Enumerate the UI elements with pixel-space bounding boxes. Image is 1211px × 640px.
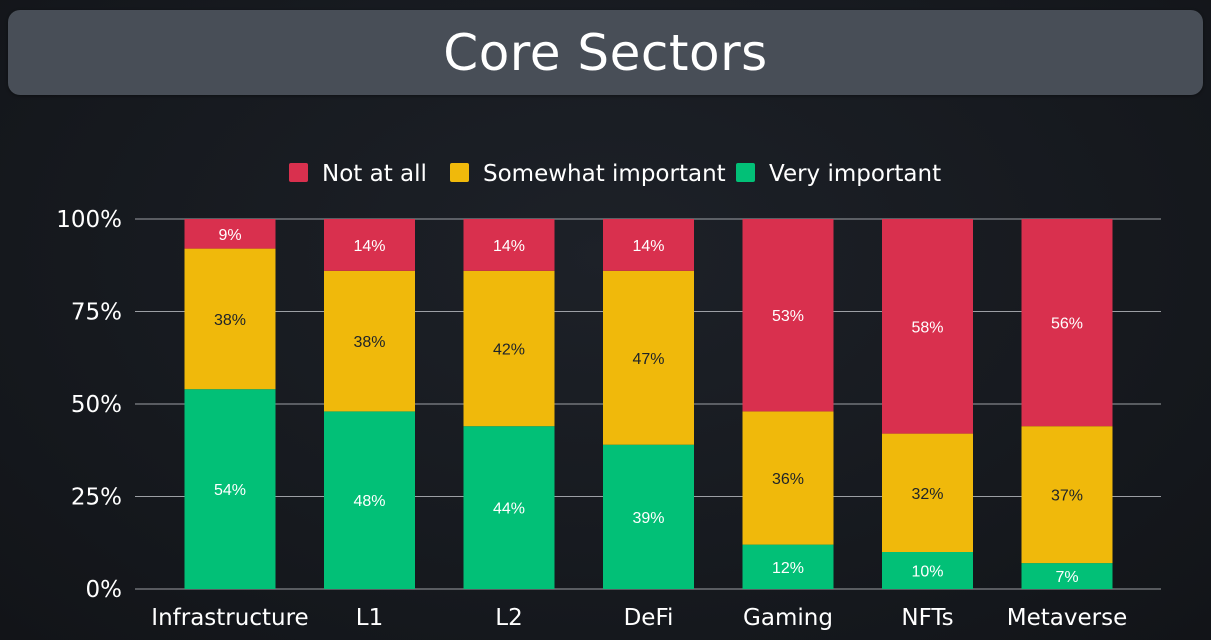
bar-defi-somewhat-important: [603, 270, 694, 445]
data-label: 14%: [632, 238, 664, 255]
y-tick-label: 100%: [56, 207, 122, 233]
data-label: 14%: [353, 238, 385, 255]
legend-swatch-very-important: [736, 163, 755, 182]
x-tick-label: DeFi: [624, 605, 674, 631]
bar-nfts-not-at-all: [882, 219, 973, 434]
title-banner: Core Sectors: [8, 10, 1203, 95]
y-tick-label: 75%: [71, 300, 122, 326]
x-tick-label: Infrastructure: [151, 605, 308, 631]
bar-l1-not-at-all: [324, 219, 415, 271]
bar-l2-somewhat-important: [463, 270, 555, 427]
bar-gaming-very-important: [742, 544, 834, 589]
data-label: 38%: [214, 312, 246, 329]
bar-l2-very-important: [463, 426, 555, 589]
bar-defi-very-important: [603, 444, 694, 589]
bar-metaverse-somewhat-important: [1021, 426, 1113, 564]
bar-gaming-not-at-all: [742, 219, 834, 412]
data-label: 47%: [632, 351, 664, 368]
x-tick-label: L1: [356, 605, 383, 631]
x-tick-label: Gaming: [743, 605, 833, 631]
legend: Not at all Somewhat important Very importa…: [289, 161, 941, 187]
y-tick-label: 25%: [71, 485, 122, 511]
bar-l1-very-important: [324, 411, 415, 589]
chart-title: Core Sectors: [443, 23, 768, 82]
data-label: 42%: [493, 342, 525, 359]
axis-ticks: 0% 25% 50% 75% 100% Infrastructure L1 L2 DeFi Gam…: [56, 207, 1127, 631]
legend-label: Somewhat important: [483, 161, 726, 187]
data-label: 48%: [353, 493, 385, 510]
data-label: 12%: [772, 560, 804, 577]
y-tick-label: 50%: [71, 392, 122, 418]
data-label: 7%: [1055, 569, 1078, 586]
bar-nfts-somewhat-important: [882, 433, 973, 552]
bar-metaverse-not-at-all: [1021, 219, 1113, 427]
data-label: 38%: [353, 334, 385, 351]
y-tick-label: 0%: [86, 577, 123, 603]
bar-metaverse-very-important: [1021, 563, 1113, 589]
legend-label: Very important: [769, 161, 941, 187]
data-label: 36%: [772, 471, 804, 488]
data-label: 37%: [1051, 488, 1083, 505]
bar-gaming-somewhat-important: [742, 411, 834, 545]
bar-infrastructure-somewhat-important: [184, 248, 276, 390]
bars: [184, 219, 1113, 589]
data-label: 14%: [493, 238, 525, 255]
data-label: 58%: [911, 319, 943, 336]
data-label: 53%: [772, 308, 804, 325]
data-label: 56%: [1051, 316, 1083, 333]
bar-nfts-very-important: [882, 552, 973, 589]
bar-l2-not-at-all: [463, 219, 555, 271]
x-tick-label: NFTs: [901, 605, 953, 631]
x-tick-label: Metaverse: [1007, 605, 1127, 631]
data-label: 9%: [218, 227, 241, 244]
data-label: 10%: [911, 564, 943, 581]
bar-infrastructure-very-important: [184, 389, 276, 589]
bar-l1-somewhat-important: [324, 270, 415, 412]
data-label: 32%: [911, 486, 943, 503]
legend-swatch-not-at-all: [289, 163, 308, 182]
bar-defi-not-at-all: [603, 219, 694, 271]
x-tick-label: L2: [495, 605, 522, 631]
legend-swatch-somewhat-important: [450, 163, 469, 182]
segment-labels: 54% 38% 9% 48% 38% 14% 44% 42% 14% 39% 47% 14% 12% 36…: [214, 227, 1083, 586]
data-label: 44%: [493, 501, 525, 518]
legend-label: Not at all: [322, 161, 427, 187]
bar-infrastructure-not-at-all: [184, 219, 276, 249]
data-label: 39%: [632, 510, 664, 527]
data-label: 54%: [214, 482, 246, 499]
